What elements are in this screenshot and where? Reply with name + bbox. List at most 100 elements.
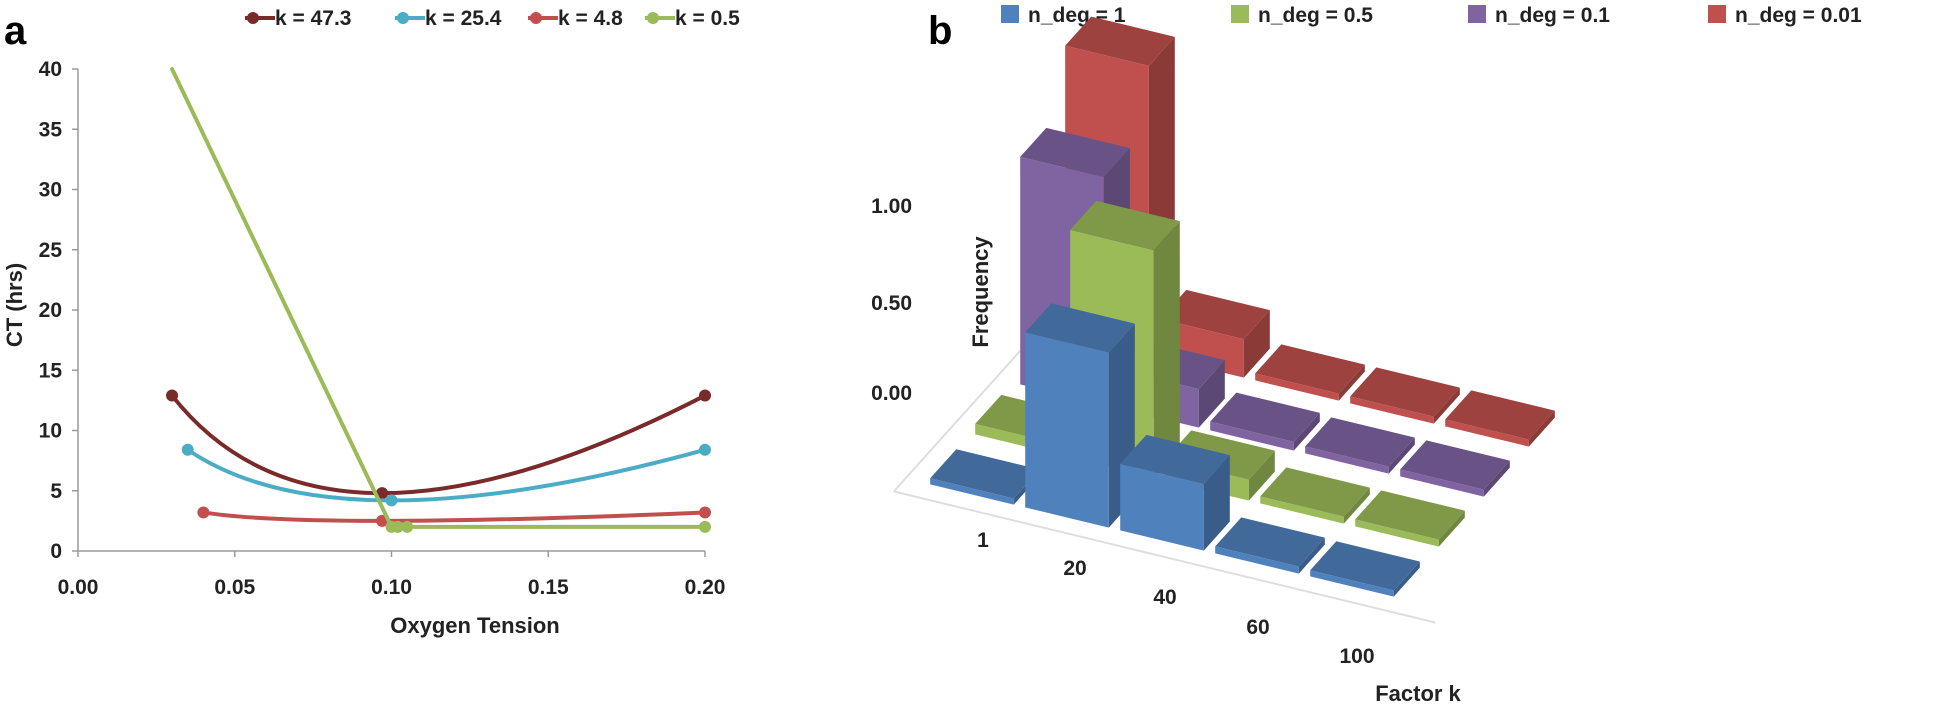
bar-b-2-2: [1210, 392, 1320, 451]
bar-side-face: [1388, 437, 1415, 474]
y-axis-title-a: CT (hrs): [2, 263, 27, 347]
bar-b-3-4: [1445, 390, 1555, 447]
series-line-a-1: [185, 447, 707, 503]
bar-top-face: [1255, 344, 1365, 394]
bar-top-face: [1020, 127, 1130, 178]
legend-label-a-3: k = 0.5: [675, 7, 740, 30]
bar-side-face: [1433, 387, 1460, 424]
bar-b-1-4: [1355, 490, 1465, 547]
legend-marker-a-3: [647, 12, 659, 24]
x-tick-label-a: 0.00: [58, 576, 99, 599]
bar-top-face: [1400, 440, 1510, 490]
bar-b-0-4: [1310, 541, 1420, 597]
panel-b-3d-bar-chart: b n_deg = 1 n_deg = 0.5 n_deg = 0.1 n_deg =…: [871, 4, 1862, 706]
series-line-a-3: [170, 67, 707, 529]
y-tick-label-a: 25: [39, 239, 63, 262]
bar-side-face: [1293, 412, 1320, 451]
series-line-a-0: [170, 393, 707, 496]
y-tick-label-b: 1.00: [871, 195, 912, 218]
y-tick-label-a: 5: [50, 480, 62, 503]
y-tick-label-a: 40: [39, 58, 62, 81]
bar-top-face: [1160, 289, 1270, 340]
data-point-a-3: [391, 520, 404, 533]
bar-side-face: [1393, 561, 1420, 597]
bar-front-face: [1255, 373, 1339, 401]
x-axis-title-a: Oxygen Tension: [390, 613, 560, 638]
bar-side-face: [1338, 364, 1365, 401]
legend-label-a-2: k = 4.8: [558, 7, 623, 30]
bar-b-2-4: [1400, 440, 1510, 497]
bar-b-3-3: [1350, 367, 1460, 424]
x-tick-label-b: 100: [1339, 645, 1374, 668]
data-point-a-1: [385, 494, 398, 507]
y-tick-label-b: 0.50: [871, 292, 912, 315]
bar-top-face: [1445, 390, 1555, 440]
bar-top-face: [1310, 541, 1420, 591]
panel-a-line-chart: a k = 47.3 k = 25.4 k = 4.8 k = 0.5 0 5 10 15 2…: [2, 7, 740, 638]
panel-label-b: b: [928, 9, 952, 53]
bar-front-face: [1355, 519, 1439, 547]
bar-front-face: [1350, 396, 1434, 424]
data-point-a-0: [166, 389, 179, 402]
bar-top-face: [1120, 434, 1230, 485]
data-point-a-0: [376, 487, 389, 500]
bar-top-face: [1210, 392, 1320, 442]
legend-marker-a-1: [397, 12, 409, 24]
bar-front-face: [1210, 421, 1294, 451]
bar-top-face: [1025, 303, 1135, 353]
bar-top-face: [1070, 200, 1180, 251]
y-tick-label-a: 35: [39, 118, 63, 141]
y-axis-title-b: Frequency: [968, 236, 993, 348]
bar-side-face: [1153, 221, 1180, 478]
bar-top-face: [1215, 517, 1325, 567]
series-a: [166, 67, 711, 533]
legend-marker-a-2: [530, 12, 542, 24]
legend-swatch-b-2: [1468, 5, 1486, 23]
bar-side-face: [1298, 537, 1325, 574]
legend-a: k = 47.3 k = 25.4 k = 4.8 k = 0.5: [245, 7, 740, 30]
y-tick-label-a: 20: [39, 299, 62, 322]
floor-front-edge-b: [893, 490, 1436, 624]
x-tick-label-b: 40: [1153, 586, 1176, 609]
bar-side-face: [1343, 487, 1370, 524]
data-point-a-3: [699, 520, 711, 533]
bar-side-face: [1248, 450, 1275, 501]
bar-front-face: [1400, 469, 1484, 497]
bar-side-face: [1198, 360, 1225, 428]
bar-side-face: [1243, 310, 1270, 378]
data-point-a-1: [699, 443, 711, 456]
bar-front-face: [1305, 446, 1389, 474]
data-point-a-1: [181, 443, 194, 456]
legend-swatch-b-3: [1708, 5, 1726, 23]
bar-side-face: [1528, 410, 1555, 447]
bar-front-face: [1310, 570, 1394, 597]
axes-a: [77, 69, 705, 552]
bar-b-3-2: [1255, 344, 1365, 401]
data-point-a-2: [197, 506, 210, 519]
x-axis-title-b: Factor k: [1375, 681, 1461, 706]
y-tick-label-a: 30: [39, 179, 62, 202]
y-tick-label-a: 15: [39, 359, 63, 382]
x-tick-label-a: 0.15: [528, 576, 569, 599]
legend-label-a-1: k = 25.4: [425, 7, 502, 30]
bar-top-face: [1355, 490, 1465, 540]
bar-front-face: [1120, 463, 1204, 551]
legend-label-b-2: n_deg = 0.1: [1495, 4, 1610, 27]
bar-side-face: [1438, 510, 1465, 547]
bars-b: [930, 16, 1555, 597]
x-tick-label-a: 0.05: [214, 576, 255, 599]
data-point-a-3: [401, 520, 414, 533]
x-tick-label-b: 60: [1246, 616, 1269, 639]
bar-b-2-3: [1305, 417, 1415, 474]
legend-swatch-b-0: [1001, 5, 1019, 23]
legend-label-a-0: k = 47.3: [275, 7, 351, 30]
panel-label-a: a: [4, 9, 27, 53]
ticks-a: 0 5 10 15 20 25 30 35 40 0.00 0.05 0.10 0.15 0.20: [39, 58, 726, 599]
data-point-a-2: [699, 506, 711, 519]
bar-b-0-0: [930, 449, 1040, 505]
legend-b: n_deg = 1 n_deg = 0.5 n_deg = 0.1 n_deg = 0…: [1001, 4, 1862, 27]
ticks-b: 0.00 0.50 1.00 1 20 40 60 100: [871, 195, 1374, 668]
y-tick-label-b: 0.00: [871, 382, 912, 405]
bar-side-face: [1203, 455, 1230, 551]
